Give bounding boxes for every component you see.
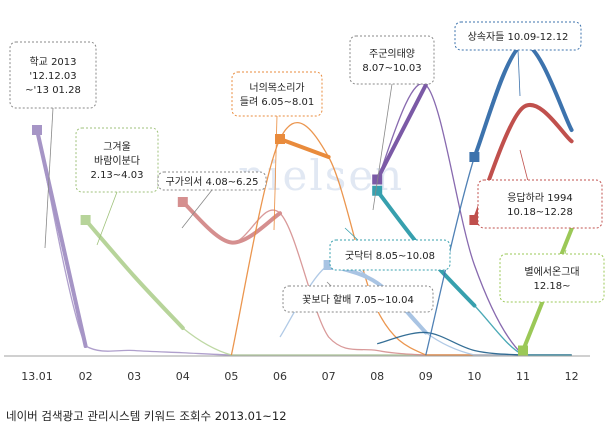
x-tick-label: 09 <box>419 370 433 383</box>
callout-text: 들려 6.05~8.01 <box>240 96 315 108</box>
callout-leader <box>181 189 213 229</box>
callout-text: 꽃보다 할배 7.05~10.04 <box>302 294 414 306</box>
callout-box <box>282 285 434 313</box>
x-tick-label: 06 <box>273 370 287 383</box>
callout-text: 그겨울 <box>103 141 131 153</box>
callout: 학교 2013 '12.12.03 ~'13 01.28 <box>9 41 97 249</box>
callout: 별에서온그대 12.18~ <box>499 249 605 303</box>
callout-text: 10.18~12.28 <box>507 207 573 218</box>
series-line <box>377 331 572 356</box>
callout-text: 너의목소리가 <box>249 82 304 94</box>
callout: 꽃보다 할배 7.05~10.04 <box>282 281 434 313</box>
callout-leader <box>44 107 54 249</box>
callout-text: '12.12.03 <box>29 71 76 82</box>
x-tick-label: 02 <box>79 370 93 383</box>
callout-leader <box>273 115 278 231</box>
callout-text: 주군의태양 <box>369 48 415 60</box>
chart-caption: 네이버 검색광고 관리시스템 키워드 조회수 2013.01~12 <box>6 409 287 423</box>
callout: 응답하라 1994 10.18~12.28 <box>477 149 603 229</box>
callout-box <box>329 239 451 271</box>
series-highlight <box>375 83 428 182</box>
callout-box <box>477 179 603 229</box>
callout-box <box>75 127 159 193</box>
callout: 구가의서 4.08~6.25 <box>157 171 267 229</box>
callout-text: ~'13 01.28 <box>25 85 81 96</box>
callout: 주군의태양 8.07~10.03 <box>349 35 435 211</box>
callout-box <box>157 171 267 191</box>
callout-box <box>454 21 582 51</box>
callout-text: 8.07~10.03 <box>362 63 421 74</box>
x-tick-label: 08 <box>370 370 384 383</box>
callout-text: 2.13~4.03 <box>91 170 144 181</box>
callout-text: 별에서온그대 <box>524 266 579 278</box>
x-tick-label: 13.01 <box>21 370 53 383</box>
callout: 상속자들 10.09-12.12 <box>454 21 582 97</box>
callout-leader <box>96 191 118 246</box>
x-tick-label: 04 <box>176 370 190 383</box>
callout-text: 굿닥터 8.05~10.08 <box>345 250 435 262</box>
callout-box <box>499 253 605 303</box>
callout-box <box>231 71 323 117</box>
callout-text: 바람이분다 <box>94 154 140 167</box>
x-tick-label: 03 <box>127 370 141 383</box>
callout-text: 상속자들 10.09-12.12 <box>468 31 569 43</box>
x-tick-label: 10 <box>467 370 481 383</box>
x-tick-label: 07 <box>322 370 336 383</box>
callout-text: 응답하라 1994 <box>507 191 572 204</box>
chart: nielsen 13.01 02 03 04 05 06 07 08 09 10 11 12 학교 2… <box>4 21 605 383</box>
callout-leader <box>372 83 393 211</box>
callout: 굿닥터 8.05~10.08 <box>329 227 451 271</box>
callout-text: 학교 2013 <box>29 56 76 68</box>
callout-text: 12.18~ <box>533 281 570 292</box>
x-tick-label: 12 <box>565 370 579 383</box>
callout-text: 구가의서 4.08~6.25 <box>166 176 259 188</box>
x-tick-label: 05 <box>224 370 238 383</box>
callout-box <box>9 41 97 109</box>
callout-leader <box>517 49 521 97</box>
x-tick-label: 11 <box>516 370 530 383</box>
series-highlight <box>35 128 88 348</box>
series-highlight <box>472 42 574 159</box>
callout-box <box>349 35 435 85</box>
